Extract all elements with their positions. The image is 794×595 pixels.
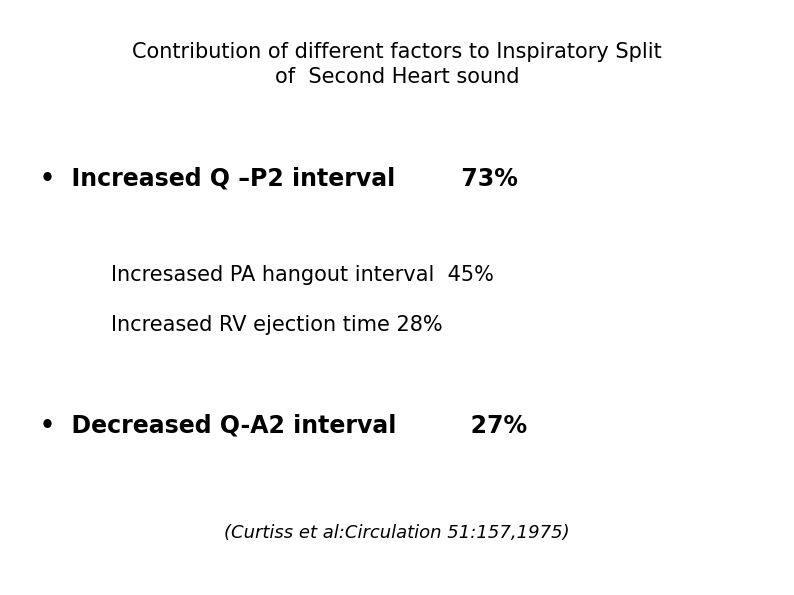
Text: Increased RV ejection time 28%: Increased RV ejection time 28% xyxy=(111,315,443,336)
Text: •  Decreased Q-A2 interval         27%: • Decreased Q-A2 interval 27% xyxy=(40,414,527,437)
Text: Contribution of different factors to Inspiratory Split
of  Second Heart sound: Contribution of different factors to Ins… xyxy=(132,42,662,87)
Text: (Curtiss et al:Circulation 51:157,1975): (Curtiss et al:Circulation 51:157,1975) xyxy=(224,524,570,541)
Text: Incresased PA hangout interval  45%: Incresased PA hangout interval 45% xyxy=(111,265,494,285)
Text: •  Increased Q –P2 interval        73%: • Increased Q –P2 interval 73% xyxy=(40,167,518,190)
